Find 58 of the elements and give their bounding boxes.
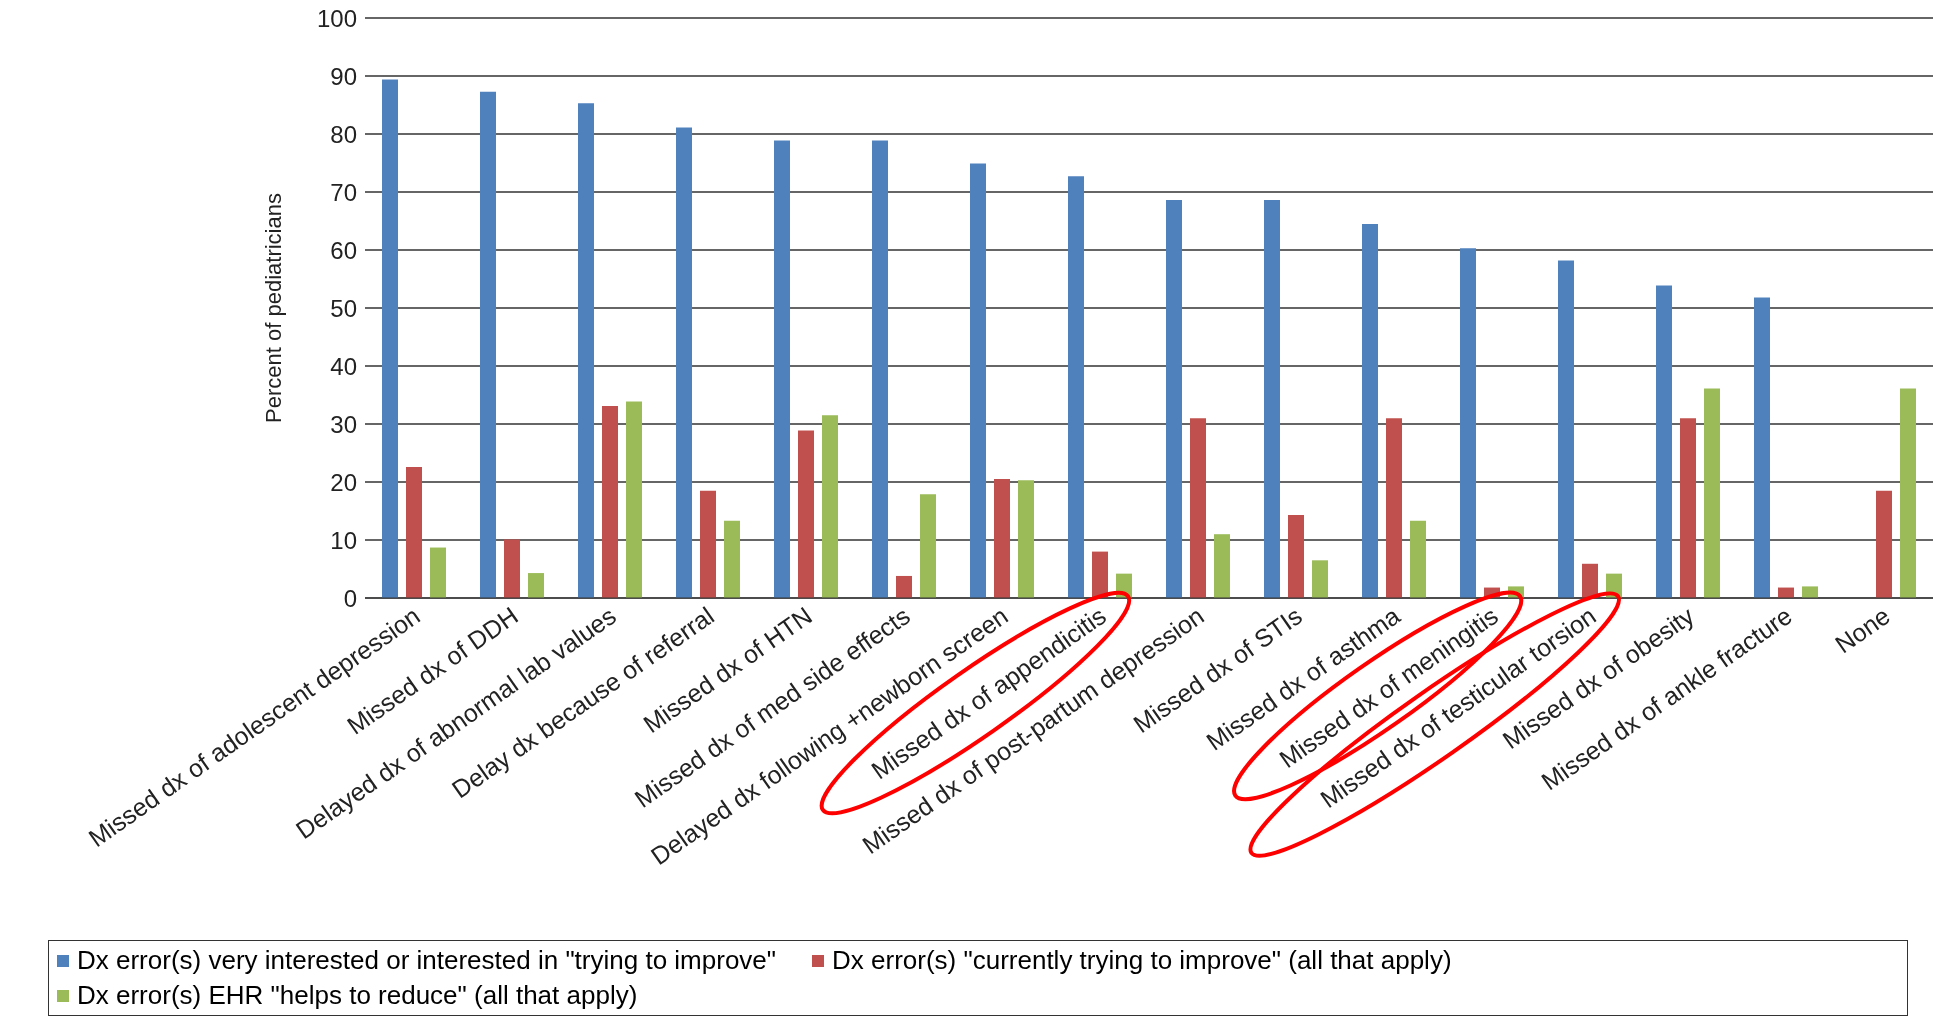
legend-label: Dx error(s) "currently trying to improve" (all that apply) (832, 945, 1452, 976)
bar (1582, 563, 1598, 598)
bar (700, 490, 716, 598)
bar (724, 520, 740, 598)
bar (1558, 260, 1574, 598)
bar (1092, 551, 1108, 598)
bar (1312, 560, 1328, 598)
bar (1410, 520, 1426, 598)
y-tick-label: 60 (330, 236, 357, 264)
x-tick-label: None (1829, 601, 1895, 659)
bar (578, 103, 594, 598)
bar (406, 466, 422, 598)
bar (1754, 297, 1770, 598)
y-tick-label: 40 (330, 352, 357, 380)
y-tick-label: 100 (316, 4, 357, 32)
bar (774, 140, 790, 598)
bar (382, 79, 398, 598)
bar (480, 91, 496, 598)
bar (1288, 515, 1304, 598)
y-tick-label: 50 (330, 294, 357, 322)
y-tick-label: 30 (330, 410, 357, 438)
bar (798, 430, 814, 598)
bar (970, 163, 986, 598)
y-axis-title: Percent of pediatricians (260, 193, 286, 423)
bar (1460, 248, 1476, 598)
bar (1018, 480, 1034, 598)
legend-label: Dx error(s) very interested or interested in "trying to improve" (77, 945, 777, 976)
legend-label: Dx error(s) EHR "helps to reduce" (all that apply) (77, 980, 638, 1011)
bar (1656, 285, 1672, 598)
bar (872, 140, 888, 598)
bar (1704, 388, 1720, 598)
bar (1802, 586, 1818, 598)
y-tick-label: 70 (330, 178, 357, 206)
bar (896, 575, 912, 598)
y-tick-label: 20 (330, 468, 357, 496)
bar (1362, 223, 1378, 598)
bar (1214, 534, 1230, 598)
bar (920, 494, 936, 598)
y-tick-label: 80 (330, 120, 357, 148)
bar (1386, 418, 1402, 598)
bar (1876, 490, 1892, 598)
bar (430, 547, 446, 598)
bar (1068, 176, 1084, 598)
y-tick-label: 0 (343, 584, 357, 612)
bar (1264, 200, 1280, 598)
y-tick-label: 10 (330, 526, 357, 554)
bar (822, 415, 838, 598)
bar (1900, 388, 1916, 598)
bar (1166, 200, 1182, 598)
bar (528, 573, 544, 598)
bar (626, 401, 642, 598)
bar (994, 479, 1010, 598)
bar (1190, 418, 1206, 598)
bar (1680, 418, 1696, 598)
bar (676, 127, 692, 598)
bar (602, 406, 618, 598)
bar (504, 539, 520, 598)
y-tick-label: 90 (330, 62, 357, 90)
